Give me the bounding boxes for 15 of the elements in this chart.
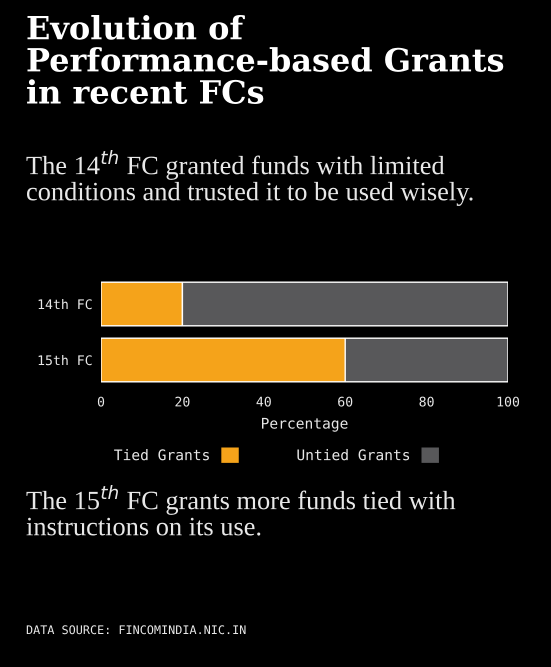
x-axis-title: Percentage — [262, 418, 348, 432]
y-tick-label: 14th FC — [38, 299, 92, 310]
x-tick-label: 40 — [256, 396, 271, 407]
text: The 15$^{th}$ FC grants more funds tied with instructions on its use. — [26, 485, 456, 536]
x-tick-label: 60 — [338, 396, 352, 407]
legend-label: Untied Grants — [297, 449, 410, 460]
legend-label: Tied Grants — [114, 449, 209, 460]
x-tick-label: 100 — [498, 396, 520, 407]
source-note: DATA SOURCE: FINCOMINDIA.NIC.IN — [26, 625, 246, 634]
x-tick-label: 0 — [98, 396, 104, 407]
x-tick-label: 80 — [420, 396, 434, 407]
chart-subtitle: The 14$^{th}$ FC granted funds with limited conditions and trusted it to be used wisely. — [26, 150, 473, 206]
y-tick-label: 15th FC — [38, 355, 92, 366]
chart-title: Evolution of Performance-based Grants in recent FCs — [27, 15, 504, 104]
x-tick-label: 20 — [175, 396, 190, 407]
